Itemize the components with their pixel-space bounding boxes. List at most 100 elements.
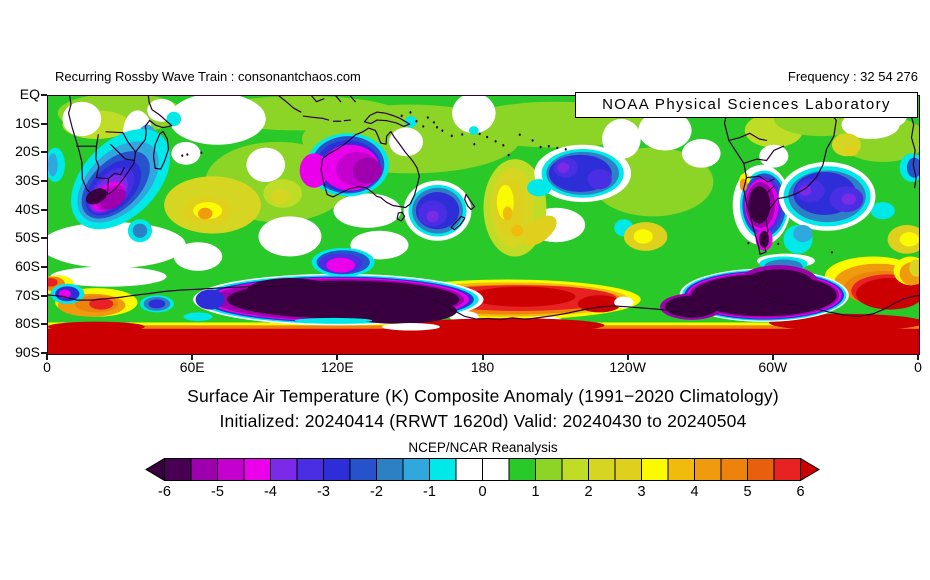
coastline xyxy=(746,176,773,182)
colorbar-cell-14 xyxy=(535,458,563,481)
anomaly-region xyxy=(195,289,225,310)
colorbar-tick-6: 6 xyxy=(796,484,805,500)
island-dot xyxy=(186,153,189,156)
island-dot xyxy=(426,116,429,119)
colorbar-tick--5: -5 xyxy=(211,484,224,500)
colorbar-cell-18 xyxy=(641,458,669,481)
colorbar-cell-20 xyxy=(694,458,722,481)
coastline xyxy=(153,132,168,170)
colorbar-cell-2 xyxy=(217,458,245,481)
lat-tick xyxy=(41,151,47,154)
island-dot xyxy=(539,145,542,149)
island-dot xyxy=(502,144,505,147)
anomaly-region xyxy=(633,229,653,244)
anomaly-region xyxy=(681,139,721,168)
frequency-text: Frequency : 32 54 276 xyxy=(787,69,918,84)
colorbar-cell-15 xyxy=(561,458,589,481)
anomaly-region xyxy=(48,153,58,177)
island-dot xyxy=(556,146,559,150)
lon-tick xyxy=(481,354,484,360)
island-dot xyxy=(564,148,567,151)
lat-label-50S: 50S xyxy=(15,229,40,246)
anomaly-region xyxy=(909,259,919,277)
colorbar-cell-6 xyxy=(323,458,351,481)
lon-label-120E-2: 120E xyxy=(320,359,354,375)
island-dot xyxy=(461,133,464,136)
coastline xyxy=(279,96,301,112)
lat-tick xyxy=(41,266,47,268)
lon-label-0-6: 0 xyxy=(914,359,922,375)
lon-label-60E-1: 60E xyxy=(179,359,205,375)
watermark-text: Recurring Rossby Wave Train : consonantc… xyxy=(55,69,361,84)
colorbar-cell-0 xyxy=(164,458,192,481)
lon-tick xyxy=(336,354,339,360)
lat-label-40S: 40S xyxy=(15,200,40,217)
colorbar-cell-5 xyxy=(296,458,324,481)
anomaly-region xyxy=(48,321,145,332)
coastline xyxy=(96,168,124,179)
lon-label-180-3: 180 xyxy=(470,359,495,375)
lon-tick xyxy=(191,354,194,360)
colorbar-tick--1: -1 xyxy=(423,484,436,500)
lon-label-60W-5: 60W xyxy=(758,359,788,375)
anomaly-region xyxy=(166,111,182,127)
anomaly-region xyxy=(557,162,570,173)
coastline xyxy=(744,146,784,163)
lat-tick xyxy=(41,180,47,182)
anomaly-region xyxy=(333,193,402,228)
lat-tick xyxy=(41,323,47,326)
coastline xyxy=(724,96,836,254)
colorbar-cell-21 xyxy=(720,458,748,481)
anomaly-region xyxy=(270,189,290,204)
colorbar-cell-1 xyxy=(190,458,218,481)
coastline xyxy=(397,212,405,221)
anomaly-region xyxy=(468,126,479,135)
island-dot xyxy=(478,132,481,136)
lat-label-30S: 30S xyxy=(15,172,40,188)
lat-label-EQ: EQ xyxy=(19,86,40,102)
anomaly-region xyxy=(410,318,605,333)
colorbar-cell-4 xyxy=(270,458,298,481)
anomaly-region xyxy=(198,207,213,220)
lat-label-60S: 60S xyxy=(15,258,40,274)
anomaly-region xyxy=(664,295,719,318)
anomaly-region xyxy=(50,266,167,287)
lon-label-120W-4: 120W xyxy=(609,359,646,375)
anomaly-region xyxy=(841,193,857,205)
anomaly-region xyxy=(870,202,895,220)
coastline xyxy=(321,128,419,207)
colorbar-cell-13 xyxy=(508,458,536,481)
coastline xyxy=(48,277,919,319)
anomaly-region xyxy=(744,269,813,296)
colorbar-cell-19 xyxy=(667,458,695,481)
anomaly-region xyxy=(173,242,223,271)
coastline xyxy=(106,132,136,152)
anomaly-region xyxy=(638,110,692,151)
lon-tick xyxy=(626,354,629,360)
coastline xyxy=(451,216,465,229)
anomaly-region xyxy=(614,296,634,309)
anomaly-region xyxy=(299,153,329,188)
coastline xyxy=(333,120,350,121)
lat-tick xyxy=(41,352,47,354)
anomaly-region xyxy=(843,144,859,157)
plot-subtitle: Initialized: 20240414 (RRWT 1620d) Valid… xyxy=(219,411,747,431)
coastline xyxy=(729,133,767,140)
coastline xyxy=(766,186,774,193)
lon-label-0-0: 0 xyxy=(43,359,51,375)
anomaly-region xyxy=(426,210,439,223)
anomaly-region xyxy=(258,216,322,257)
anomaly-region xyxy=(748,186,771,224)
anomaly-region xyxy=(294,317,373,324)
island-dot xyxy=(415,119,418,123)
lat-tick xyxy=(41,94,47,96)
island-dot xyxy=(830,250,833,254)
island-dot xyxy=(518,133,521,136)
colorbar-tick--6: -6 xyxy=(158,484,171,500)
coastline xyxy=(111,145,135,161)
island-dot xyxy=(409,111,412,114)
island-dot xyxy=(486,135,489,139)
anomaly-map xyxy=(48,96,919,354)
colorbar-tick--3: -3 xyxy=(317,484,330,500)
